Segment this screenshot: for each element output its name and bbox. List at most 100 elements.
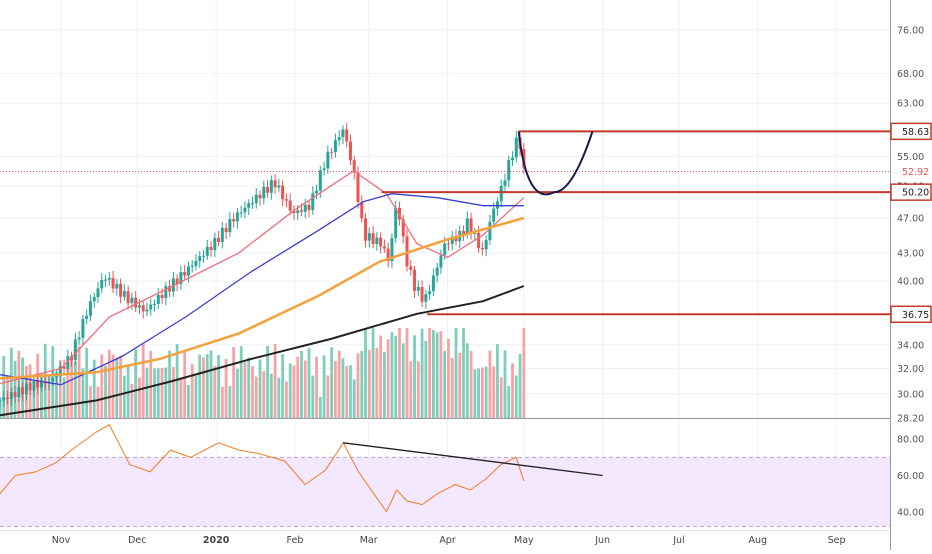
candle-body — [341, 129, 345, 138]
candle-body — [511, 157, 515, 161]
candle-body — [371, 233, 375, 245]
candle-body — [183, 272, 187, 276]
candle-body — [100, 279, 104, 289]
volume-bar — [522, 328, 526, 418]
volume-bar — [465, 343, 469, 418]
candle-body — [488, 221, 492, 240]
volume-bar — [292, 365, 296, 418]
volume-bar — [141, 343, 145, 418]
candle-body — [28, 383, 32, 391]
volume-bar — [424, 340, 428, 418]
candle-body — [454, 236, 458, 242]
candle-body — [333, 140, 337, 153]
volume-bar — [334, 361, 337, 418]
candle-body — [311, 193, 315, 211]
time-tick-label: Aug — [748, 535, 767, 546]
volume-bar — [183, 349, 187, 418]
time-tick-label: Dec — [128, 535, 146, 546]
volume-bar — [190, 364, 194, 418]
candle-body — [115, 284, 119, 289]
candle-body — [284, 199, 288, 201]
volume-bar — [81, 368, 85, 418]
candle-body — [36, 381, 40, 388]
volume-bar — [156, 368, 160, 418]
level-price-tag — [890, 122, 932, 141]
rsi-divergence-trendline[interactable] — [343, 442, 603, 477]
price-tick-label: 47.00 — [897, 213, 924, 224]
price-tick-label: 63.00 — [897, 99, 924, 110]
volume-bar — [371, 328, 375, 418]
price-tick-label: 32.00 — [897, 364, 924, 375]
candle-body — [21, 387, 25, 395]
time-tick-label: Sep — [828, 535, 846, 546]
volume-bar — [251, 366, 254, 418]
level-price-tag — [890, 183, 932, 201]
candle-body — [401, 219, 405, 237]
candle-body — [6, 397, 10, 399]
candle-body — [186, 266, 190, 276]
time-tick-label: Jun — [594, 535, 610, 546]
candle-body — [484, 239, 488, 250]
volume-bar — [420, 328, 424, 418]
volume-bar — [511, 363, 514, 418]
candle-body — [122, 291, 126, 297]
volume-bar — [450, 357, 454, 418]
volume-bar — [32, 380, 36, 418]
volume-bar — [66, 365, 70, 418]
volume-bar — [70, 357, 74, 418]
volume-bar — [288, 363, 292, 418]
candle-body — [292, 210, 296, 214]
volume-bar — [484, 366, 488, 418]
volume-bar — [126, 364, 130, 418]
candle-body — [499, 185, 503, 202]
volume-bar — [115, 357, 119, 418]
volume-bar — [47, 374, 51, 418]
volume-bar — [100, 354, 104, 418]
candle-body — [32, 381, 36, 391]
candle-body — [416, 287, 420, 291]
candle-body — [39, 381, 43, 388]
volume-bar — [164, 367, 168, 418]
candle-body — [443, 243, 447, 256]
candle-body — [160, 294, 164, 299]
candle-body — [382, 246, 386, 249]
candle-body — [175, 278, 179, 284]
volume-bar — [394, 335, 398, 418]
volume-bar — [326, 375, 330, 418]
volume-bar — [341, 358, 345, 418]
volume-bar — [477, 368, 481, 418]
price-tick-label: 76.00 — [897, 25, 924, 36]
last-price-label: 52.92 — [902, 167, 929, 178]
volume-bar — [281, 354, 285, 418]
candle-body — [492, 208, 496, 222]
volume-bar — [352, 379, 356, 418]
volume-bar — [243, 362, 247, 418]
volume-bar — [217, 355, 220, 418]
volume-bar — [85, 347, 89, 418]
candle-body — [55, 376, 59, 378]
last-price-tag — [891, 163, 931, 180]
volume-bar — [405, 328, 409, 418]
volume-bar — [130, 383, 134, 418]
volume-bar — [431, 330, 435, 418]
candle-body — [228, 219, 232, 233]
candle-body — [480, 247, 484, 250]
rsi-tick-label: 40.00 — [897, 507, 924, 518]
candle-body — [431, 275, 435, 292]
volume-bar — [262, 371, 266, 418]
volume-bar — [480, 367, 484, 418]
level-price-label: 58.63 — [902, 127, 929, 138]
candle-body — [394, 207, 398, 239]
volume-bar — [322, 355, 326, 418]
volume-bar — [96, 386, 100, 418]
candle-body — [367, 233, 371, 241]
candle-body — [269, 180, 273, 193]
candle-body — [247, 203, 251, 208]
volume-bar — [198, 354, 202, 418]
candle-body — [164, 286, 168, 299]
volume-bar — [239, 346, 243, 418]
candle-body — [507, 160, 511, 181]
candle-body — [96, 288, 100, 297]
cup-pattern-drawing[interactable] — [517, 131, 594, 196]
